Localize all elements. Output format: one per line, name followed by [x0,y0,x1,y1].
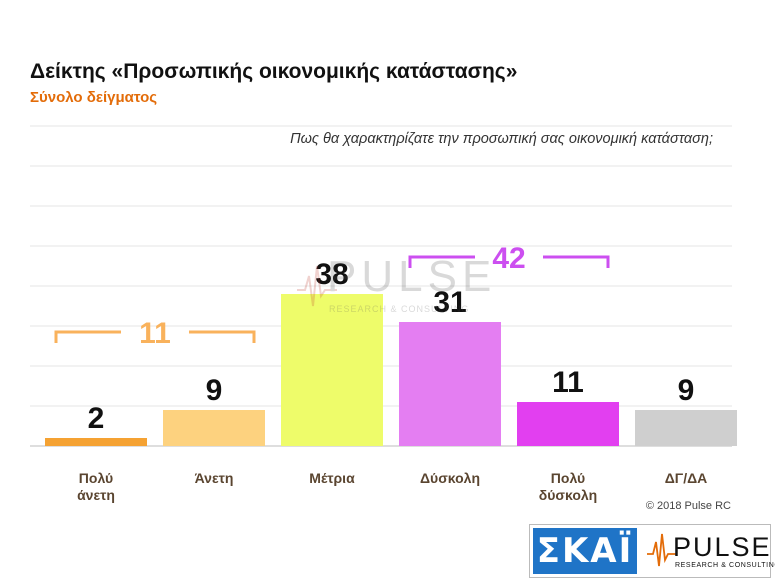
chart-subtitle: Σύνολο δείγματος [30,89,158,106]
bracket-total-label: 42 [492,242,525,275]
pulse-wave-icon [647,533,677,567]
bracket-total-label: 11 [139,317,171,350]
bracket-line [408,255,475,268]
survey-question: Πως θα χαρακτηρίζατε την προσωπική σας ο… [290,131,713,147]
chart-title: Δείκτης «Προσωπικής οικονομικής κατάστασ… [30,60,518,83]
pulse-logo: PULSE RESEARCH & CONSULTING [647,528,775,574]
data-label: 9 [206,374,223,407]
bracket-line [543,255,610,268]
bar [517,402,619,446]
bar [399,322,501,446]
data-label: 38 [315,258,348,291]
bracket-line [54,330,121,343]
bar [45,438,147,446]
category-label: Πολύ δύσκολη [539,470,597,503]
category-label: Άνετη [195,470,234,486]
category-label: Δύσκολη [420,470,480,486]
skai-logo: ΣΚΑΪ [533,528,637,574]
category-label: Πολύ άνετη [77,470,115,503]
data-label: 31 [433,286,466,319]
data-label: 11 [552,366,584,399]
pulse-logo-word: PULSE [673,532,772,562]
pulse-logo-sub: RESEARCH & CONSULTING [675,562,775,569]
data-label: 9 [678,374,695,407]
logo-strip: ΣΚΑΪ PULSE RESEARCH & CONSULTING [529,524,775,578]
bar [163,410,265,446]
bar [635,410,737,446]
category-label: ΔΓ/ΔΑ [665,470,708,486]
bar [281,294,383,446]
bracket-line [189,330,256,343]
copyright: © 2018 Pulse RC [645,500,731,512]
data-label: 2 [88,402,105,435]
category-label: Μέτρια [309,470,355,486]
